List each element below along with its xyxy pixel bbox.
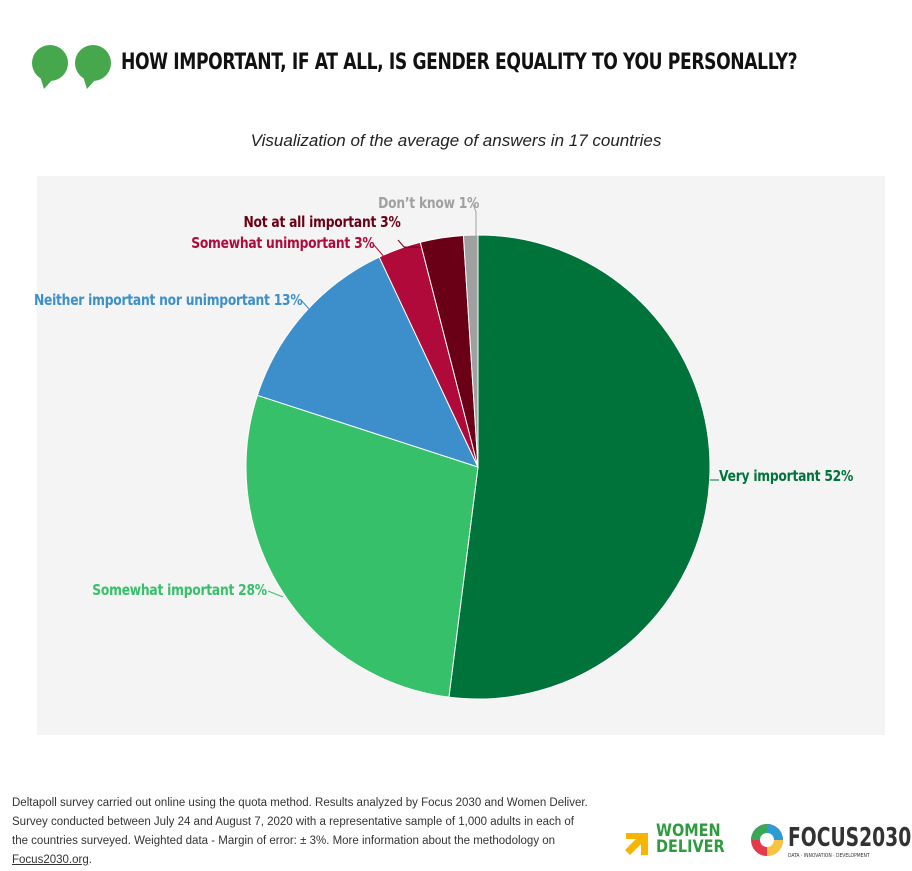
logo1-text: WOMEN DELIVER (656, 821, 725, 857)
leader-line (301, 300, 310, 310)
pie-slice-very-important (448, 234, 711, 700)
chart-subtitle: Visualization of the average of answers … (250, 131, 662, 150)
label-dont-know: Don’t know 1% (378, 194, 479, 212)
logo2-text: FOCUS2030 (788, 823, 912, 853)
pie-slice-somewhat-important (245, 394, 479, 698)
leader-line (472, 203, 477, 236)
focus-aperture-icon (751, 824, 783, 856)
note-text: Deltapoll survey carried out online usin… (12, 797, 588, 847)
methodology-note: Deltapoll survey carried out online usin… (12, 794, 592, 870)
pie-slice-neither-important-nor-unimportant (256, 256, 479, 468)
leader-line (267, 590, 284, 598)
chart-title: HOW IMPORTANT, IF AT ALL, IS GENDER EQUA… (121, 50, 798, 75)
label-somewhat-unimportant: Somewhat unimportant 3% (190, 234, 374, 252)
leader-line (373, 244, 386, 259)
label-neither: Neither important nor unimportant 13% (33, 291, 303, 309)
logo2-tagline: DATA · INNOVATION · DEVELOPMENT (788, 853, 870, 859)
focus2030-logo: FOCUS2030 DATA · INNOVATION · DEVELOPMEN… (750, 823, 911, 861)
note-end: . (88, 854, 92, 866)
leader-line (397, 239, 420, 248)
arrow-icon (625, 833, 648, 855)
label-somewhat-important: Somewhat important 28% (92, 581, 267, 599)
label-very-important: Very important 52% (719, 467, 854, 485)
speech-bubbles-icon (32, 45, 111, 89)
label-not-at-all-important: Not at all important 3% (243, 213, 401, 231)
pie-chart (245, 203, 719, 700)
pie-slice-don-t-know (462, 234, 479, 468)
focus2030-link[interactable]: Focus2030.org (12, 854, 89, 866)
